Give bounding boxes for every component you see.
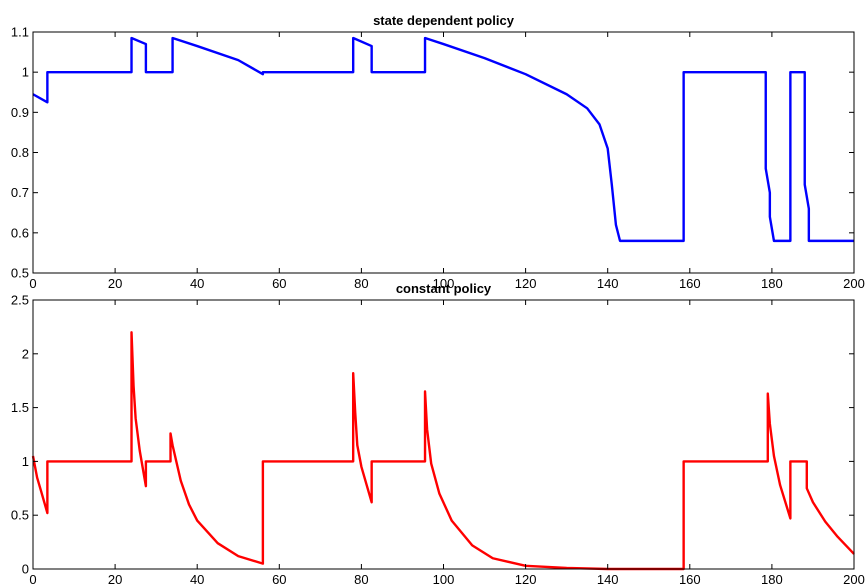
- chart-title: constant policy: [396, 281, 492, 296]
- chart-panel-2: 0 20 40 60 80 100 120 140 160 180 200 0 0.5 1 1.5 2 2.5 c…: [11, 281, 865, 587]
- x-tick-label: 60: [272, 276, 286, 291]
- y-tick-label: 1.1: [11, 25, 29, 40]
- x-tick-label: 0: [29, 276, 36, 291]
- x-tick-label: 160: [679, 572, 701, 587]
- x-tick-label: 200: [843, 276, 865, 291]
- x-tick-label: 120: [515, 572, 537, 587]
- x-tick-label: 40: [190, 572, 204, 587]
- x-tick-label: 180: [761, 572, 783, 587]
- y-tick-label: 0: [22, 562, 29, 577]
- chart-title: state dependent policy: [373, 13, 515, 28]
- x-tick-label: 20: [108, 276, 122, 291]
- x-tick-label: 40: [190, 276, 204, 291]
- y-tick-label: 2.5: [11, 293, 29, 308]
- x-tick-label: 100: [433, 572, 455, 587]
- x-tick-label: 100: [433, 276, 455, 291]
- y-tick-label: 1.5: [11, 400, 29, 415]
- x-tick-label: 120: [515, 276, 537, 291]
- y-tick-label: 2: [22, 346, 29, 361]
- x-tick-label: 140: [597, 276, 619, 291]
- x-tick-label: 60: [272, 572, 286, 587]
- y-tick-label: 1: [22, 65, 29, 80]
- x-tick-label: 180: [761, 276, 783, 291]
- y-tick-label: 0.9: [11, 105, 29, 120]
- y-tick-label: 0.6: [11, 225, 29, 240]
- plot-frame: [32, 31, 855, 274]
- series-line-1: [32, 36, 854, 243]
- y-tick-label: 0.8: [11, 145, 29, 160]
- y-tick-label: 0.5: [11, 508, 29, 523]
- x-tick-label: 0: [29, 572, 36, 587]
- chart-panel-1: 0 20 40 60 80 100 120 140 160 180 200 0.5 0.6 0.7 0.8 0…: [11, 13, 865, 291]
- x-tick-label: 200: [843, 572, 865, 587]
- x-tick-label: 20: [108, 572, 122, 587]
- y-tick-label: 1: [22, 454, 29, 469]
- y-tick-label: 0.5: [11, 266, 29, 281]
- series-line-1: [31, 331, 855, 571]
- x-tick-label: 140: [597, 572, 619, 587]
- x-tick-label: 80: [354, 276, 368, 291]
- y-tick-label: 0.7: [11, 185, 29, 200]
- x-tick-label: 160: [679, 276, 701, 291]
- plot-frame: [32, 299, 855, 570]
- x-tick-label: 80: [354, 572, 368, 587]
